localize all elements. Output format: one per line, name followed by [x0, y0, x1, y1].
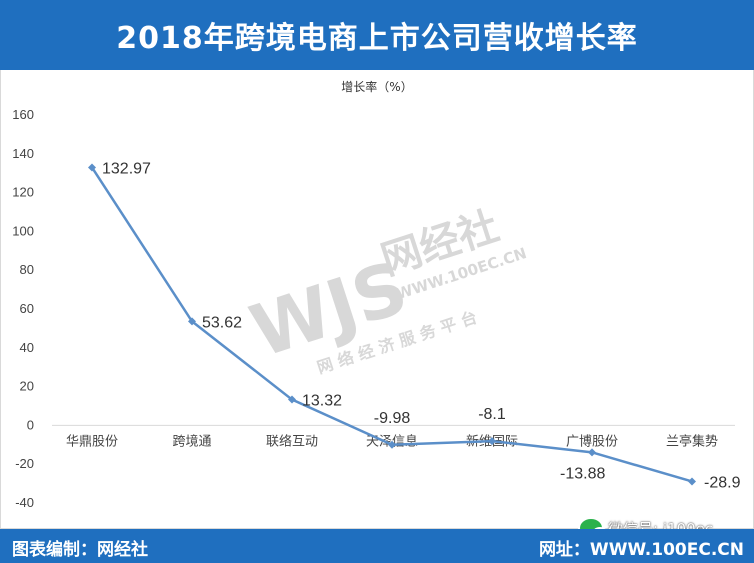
data-value-label: -9.98 [374, 410, 411, 427]
data-value-label: -13.88 [560, 465, 605, 482]
x-category-label: 跨境通 [172, 434, 211, 449]
data-point [288, 395, 296, 404]
x-category-label: 联络互动 [266, 433, 318, 449]
chart-title: 2018年跨境电商上市公司营收增长率 [116, 21, 638, 56]
data-value-label: 53.62 [202, 314, 242, 331]
y-tick-label: 160 [12, 107, 34, 122]
footer-website: 网址：WWW.100EC.CN [538, 540, 744, 560]
y-tick-label: -40 [15, 495, 34, 510]
x-axis-categories: 华鼎股份跨境通联络互动天泽信息新维国际广博股份兰亭集势 [66, 433, 718, 449]
watermark: WJS 网经社 WWW.100EC.CN 网 络 经 济 服 务 平 台 [241, 203, 529, 377]
y-tick-label: -20 [15, 456, 34, 471]
x-category-label: 广博股份 [566, 434, 618, 449]
data-point [688, 477, 696, 486]
y-tick-label: 20 [20, 379, 34, 394]
data-point [588, 448, 596, 457]
y-tick-label: 120 [12, 185, 34, 200]
data-value-label: 132.97 [102, 160, 151, 177]
footer-credit: 图表编制：网经社 [12, 540, 148, 560]
growth-line-chart: WJS 网经社 WWW.100EC.CN 网 络 经 济 服 务 平 台 增长率… [12, 79, 741, 510]
x-category-label: 兰亭集势 [666, 433, 718, 449]
y-unit-label: 增长率（%） [341, 79, 412, 94]
chart-title-banner: 2018年跨境电商上市公司营收增长率 [0, 0, 754, 70]
y-tick-label: 60 [20, 301, 34, 316]
y-tick-label: 40 [20, 340, 34, 355]
data-point [388, 440, 396, 449]
data-point [488, 437, 496, 446]
x-category-label: 华鼎股份 [66, 434, 118, 449]
data-value-label: -8.1 [478, 406, 506, 423]
data-points [88, 163, 696, 486]
y-axis-ticks: -40 -20 0 20 40 60 80 100 120 140 160 [12, 107, 34, 510]
data-point [88, 163, 96, 172]
data-point [188, 317, 196, 326]
data-value-label: 13.32 [302, 393, 342, 410]
y-tick-label: 140 [12, 146, 34, 161]
y-tick-label: 80 [20, 262, 34, 277]
y-tick-label: 100 [12, 223, 34, 238]
data-labels: 132.97 53.62 13.32 -9.98 -8.1 -13.88 -28.9 [102, 160, 741, 491]
y-tick-label: 0 [27, 417, 34, 432]
data-value-label: -28.9 [704, 474, 741, 491]
footer-bar: 图表编制：网经社 网址：WWW.100EC.CN [0, 529, 754, 563]
